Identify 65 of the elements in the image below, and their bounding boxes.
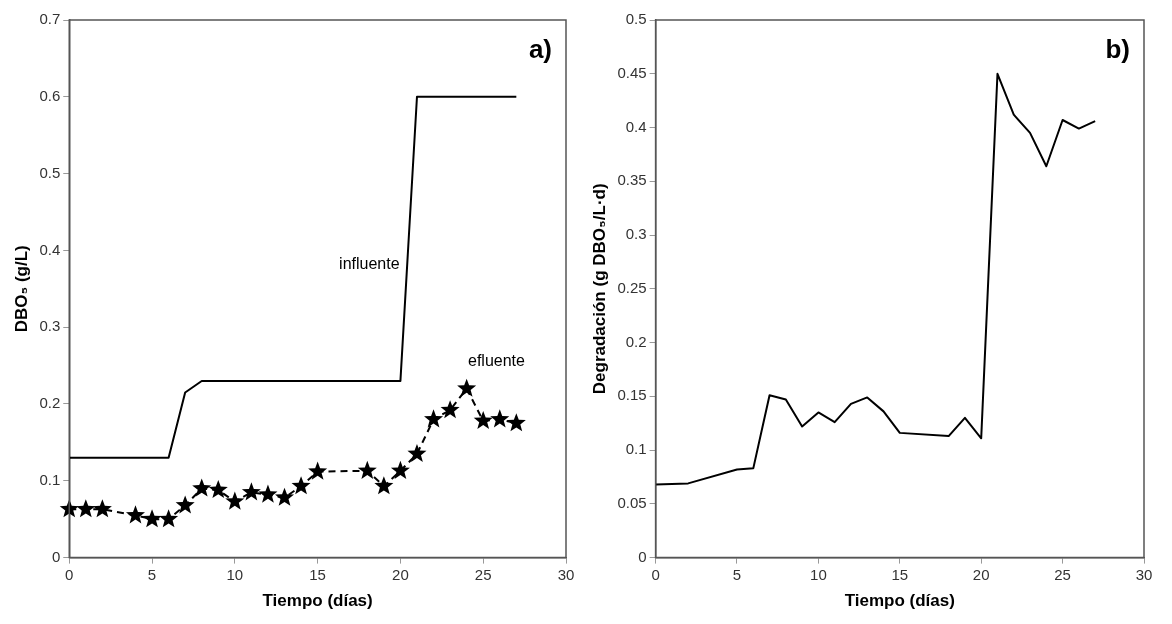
point <box>208 480 228 499</box>
x-tick-label: 25 <box>1054 565 1071 583</box>
point <box>159 509 179 528</box>
y-tick-label: 0.5 <box>39 163 61 181</box>
point <box>175 495 195 514</box>
series-label: efluente <box>467 351 526 369</box>
y-tick-label: 0.2 <box>625 332 647 350</box>
point <box>258 484 278 503</box>
annotation: b) <box>1105 34 1130 65</box>
x-tick-label: 25 <box>474 565 492 583</box>
y-tick-label: 0.25 <box>617 278 647 296</box>
x-tick-label: 30 <box>1135 565 1153 583</box>
point <box>241 482 261 501</box>
point <box>490 409 510 428</box>
y-tick-label: 0 <box>638 547 647 565</box>
y-tick-label: 0.2 <box>39 394 61 412</box>
point <box>308 461 328 480</box>
y-tick-label: 0.35 <box>617 171 647 189</box>
point <box>506 413 526 432</box>
point <box>424 409 444 428</box>
x-tick-label: 0 <box>651 565 660 583</box>
y-tick-label: 0.15 <box>617 386 647 404</box>
x-axis-title: Tiempo (días) <box>262 591 373 611</box>
x-tick-label: 15 <box>891 565 909 583</box>
series-label: influente <box>339 254 400 272</box>
point <box>457 378 477 397</box>
y-tick-label: 0.4 <box>625 117 647 135</box>
y-tick-label: 0.1 <box>39 470 61 488</box>
y-tick-label: 0.6 <box>39 86 61 104</box>
point <box>291 476 311 495</box>
x-tick-label: 5 <box>732 565 742 583</box>
point <box>192 478 212 497</box>
x-tick-label: 30 <box>557 565 575 583</box>
y-tick-label: 0.3 <box>39 317 61 335</box>
point <box>407 443 427 463</box>
point <box>440 400 460 419</box>
point <box>374 476 394 495</box>
y-axis-title: Degradación (g DBO₅/L·d) <box>589 183 609 395</box>
x-tick-label: 10 <box>226 565 244 583</box>
y-tick-label: 0.45 <box>617 63 647 81</box>
point <box>92 499 112 518</box>
x-tick-label: 5 <box>147 565 157 583</box>
point <box>225 491 245 510</box>
y-tick-label: 0.7 <box>39 10 61 28</box>
x-tick-label: 20 <box>972 565 990 583</box>
annotation: a) <box>528 34 552 65</box>
y-tick-label: 0.05 <box>617 493 647 511</box>
point <box>390 460 410 479</box>
y-tick-label: 0 <box>51 547 61 565</box>
point <box>125 505 145 524</box>
y-tick-label: 0.3 <box>625 225 647 243</box>
x-tick-label: 10 <box>810 565 827 583</box>
x-tick-label: 15 <box>309 565 326 583</box>
point <box>473 410 493 429</box>
point <box>275 487 295 506</box>
point <box>76 499 96 518</box>
y-tick-label: 0.4 <box>39 240 61 258</box>
point <box>142 509 162 528</box>
x-tick-label: 0 <box>65 565 74 583</box>
x-axis-title: Tiempo (días) <box>844 591 955 611</box>
x-tick-label: 20 <box>392 565 409 583</box>
y-tick-label: 0.5 <box>625 10 647 28</box>
point <box>357 460 377 479</box>
y-tick-label: 0.1 <box>625 440 647 458</box>
y-axis-title: DBO₅ (g/L) <box>11 245 31 333</box>
